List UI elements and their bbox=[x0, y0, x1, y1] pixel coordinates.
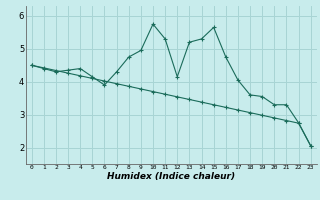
X-axis label: Humidex (Indice chaleur): Humidex (Indice chaleur) bbox=[107, 172, 235, 181]
